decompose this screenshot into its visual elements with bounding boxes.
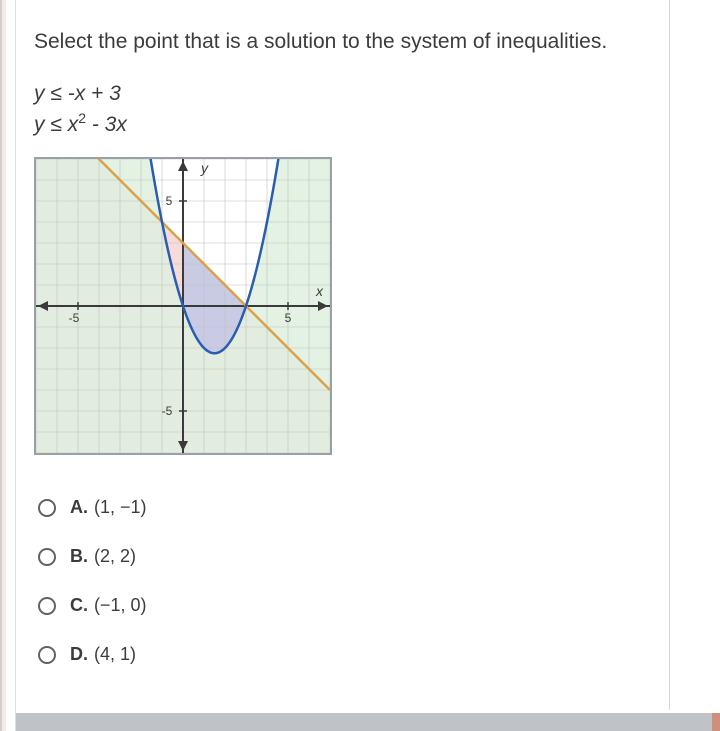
question-prompt: Select the point that is a solution to t… (34, 28, 634, 56)
radio-icon[interactable] (38, 548, 56, 566)
inequalities-block: y ≤ -x + 3 y ≤ x2 - 3x (34, 80, 634, 139)
inequality-1: y ≤ -x + 3 (34, 80, 634, 108)
option-D-text: (4, 1) (94, 644, 136, 664)
ineq1-rhs: -x + 3 (68, 82, 121, 105)
page-right-border (669, 0, 670, 710)
option-A-letter: A. (70, 497, 88, 517)
option-B-letter: B. (70, 546, 88, 566)
option-D-letter: D. (70, 644, 88, 664)
option-B[interactable]: B. (2, 2) (34, 532, 634, 581)
svg-text:-5: -5 (69, 311, 80, 325)
svg-text:5: 5 (166, 194, 173, 208)
option-B-text: (2, 2) (94, 546, 136, 566)
radio-icon[interactable] (38, 499, 56, 517)
option-A[interactable]: A. (1, −1) (34, 483, 634, 532)
graph-svg: -5 5 5 -5 y x (36, 159, 330, 453)
svg-text:5: 5 (285, 311, 292, 325)
graph-container: -5 5 5 -5 y x (34, 157, 332, 455)
ineq1-lhs: y (34, 82, 45, 105)
option-C-letter: C. (70, 595, 88, 615)
bottom-scrollbar (16, 713, 720, 731)
ineq2-rhs-base: x (68, 113, 79, 136)
radio-icon[interactable] (38, 646, 56, 664)
svg-text:x: x (315, 283, 324, 299)
ineq2-op: ≤ (50, 113, 62, 136)
ineq2-rhs-exp: 2 (78, 110, 86, 126)
option-D[interactable]: D. (4, 1) (34, 630, 634, 679)
option-A-text: (1, −1) (94, 497, 147, 517)
page-left-accent (2, 0, 6, 731)
ineq1-op: ≤ (50, 82, 62, 105)
options-list: A. (1, −1) B. (2, 2) C. (−1, 0) D. (4, 1) (34, 483, 634, 679)
option-C-text: (−1, 0) (94, 595, 147, 615)
svg-text:-5: -5 (162, 404, 173, 418)
ineq2-lhs: y (34, 113, 45, 136)
radio-icon[interactable] (38, 597, 56, 615)
inequality-2: y ≤ x2 - 3x (34, 109, 634, 139)
svg-text:y: y (200, 160, 209, 176)
bottom-accent (712, 713, 720, 731)
ineq2-rhs-tail: - 3x (86, 113, 127, 136)
question-content: Select the point that is a solution to t… (34, 28, 634, 679)
option-C[interactable]: C. (−1, 0) (34, 581, 634, 630)
